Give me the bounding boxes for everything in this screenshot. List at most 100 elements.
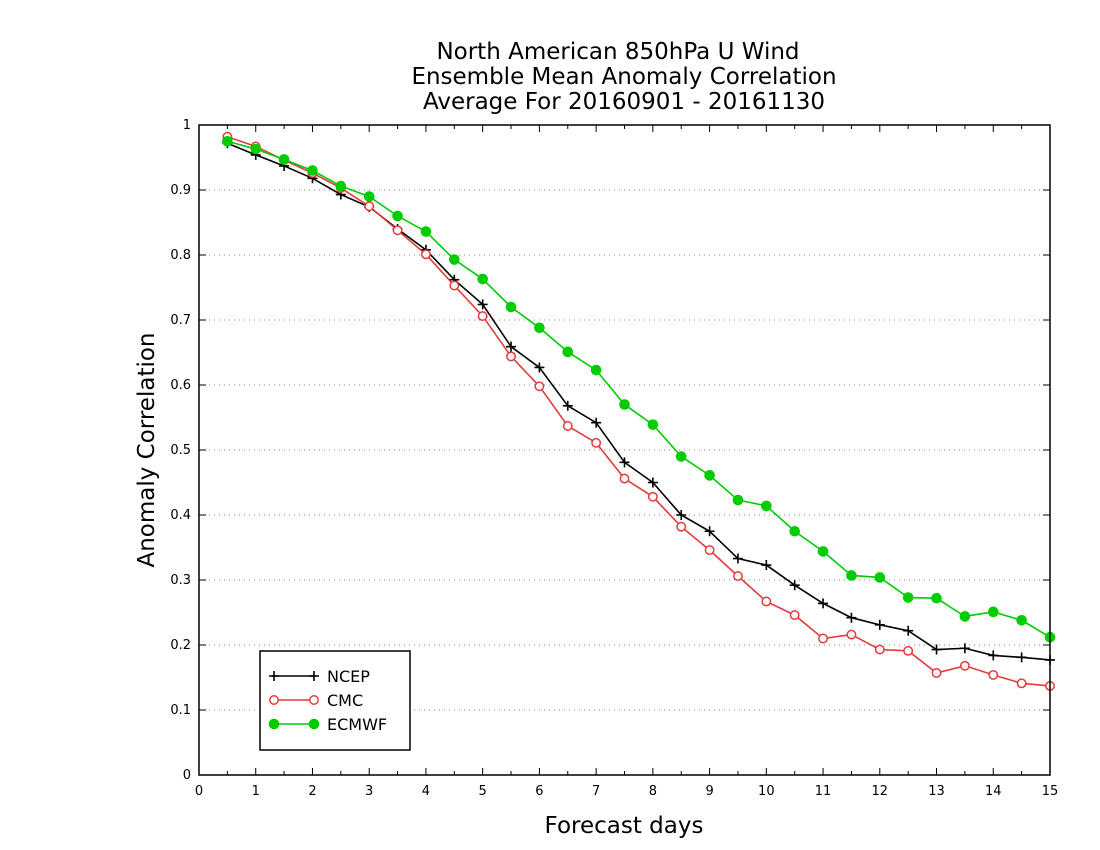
y-tick-label: 0.2 bbox=[170, 638, 191, 653]
data-point-ncep bbox=[704, 526, 715, 537]
x-tick-label: 7 bbox=[592, 784, 600, 799]
data-point-cmc bbox=[647, 491, 658, 502]
data-point-ncep bbox=[676, 510, 687, 520]
data-point-ecmwf bbox=[307, 165, 318, 176]
x-tick-label: 14 bbox=[985, 784, 1002, 799]
y-tick-label: 0.9 bbox=[170, 183, 191, 198]
legend-label-cmc: CMC bbox=[327, 691, 363, 710]
y-tick-label: 0.5 bbox=[170, 443, 191, 458]
data-point-ncep bbox=[477, 299, 488, 310]
data-point-ecmwf bbox=[987, 606, 999, 618]
data-point-ecmwf bbox=[562, 346, 574, 358]
data-point-ncep bbox=[959, 643, 970, 654]
data-point-cmc bbox=[420, 249, 431, 260]
data-point-ncep bbox=[903, 625, 914, 636]
legend-marker-cmc bbox=[269, 695, 279, 705]
data-point-ecmwf bbox=[902, 592, 914, 603]
data-point-ecmwf bbox=[420, 226, 432, 237]
data-point-cmc bbox=[818, 633, 829, 644]
legend-marker-cmc bbox=[309, 695, 319, 705]
data-point-ncep bbox=[562, 400, 573, 411]
x-axis-ticks: 0 1 2 3 4 5 6 7 8 9 10 11 12 13 14 15 bbox=[195, 125, 1058, 799]
chart-title-line-3: Average For 20160901 - 20161130 bbox=[423, 89, 825, 115]
data-point-ncep bbox=[619, 457, 630, 468]
data-point-cmc bbox=[733, 571, 743, 582]
data-point-cmc bbox=[364, 201, 375, 212]
x-tick-label: 6 bbox=[535, 784, 543, 799]
data-point-cmc bbox=[477, 311, 488, 322]
data-point-ecmwf bbox=[278, 154, 290, 165]
y-axis-title: Anomaly Correlation bbox=[134, 332, 160, 567]
data-point-ecmwf bbox=[761, 500, 772, 512]
y-tick-label: 1 bbox=[183, 118, 191, 133]
data-point-ecmwf bbox=[647, 419, 659, 430]
data-point-ecmwf bbox=[675, 451, 687, 462]
data-point-cmc bbox=[761, 596, 772, 607]
data-point-cmc bbox=[392, 225, 403, 236]
legend-marker-ecmwf bbox=[308, 718, 320, 730]
legend-marker-ncep bbox=[309, 671, 319, 681]
data-point-cmc bbox=[449, 280, 460, 291]
legend-label-ecmwf: ECMWF bbox=[327, 715, 387, 734]
data-point-ecmwf bbox=[789, 525, 801, 537]
legend-marker-ncep bbox=[269, 671, 279, 681]
y-tick-label: 0.7 bbox=[170, 313, 191, 328]
series-ecmwf bbox=[222, 135, 1056, 643]
y-tick-label: 0.1 bbox=[170, 703, 191, 718]
data-point-ecmwf bbox=[505, 301, 517, 313]
data-point-cmc bbox=[959, 660, 970, 671]
data-point-cmc bbox=[704, 545, 715, 556]
data-point-ecmwf bbox=[846, 570, 857, 581]
x-tick-label: 1 bbox=[252, 784, 260, 799]
data-point-ncep bbox=[647, 477, 658, 488]
data-point-ncep bbox=[506, 341, 517, 352]
x-tick-label: 12 bbox=[872, 784, 889, 799]
legend-item-ecmwf: ECMWF bbox=[268, 715, 387, 734]
data-point-cmc bbox=[931, 668, 942, 678]
x-tick-label: 8 bbox=[649, 784, 657, 799]
grid-lines bbox=[199, 189, 1050, 711]
data-point-ncep bbox=[534, 362, 545, 373]
data-point-ecmwf bbox=[534, 322, 545, 334]
data-point-cmc bbox=[846, 629, 857, 640]
data-point-cmc bbox=[534, 381, 545, 392]
legend: NCEP CMC ECMWF bbox=[259, 650, 411, 751]
data-point-ncep bbox=[874, 619, 885, 630]
data-point-ncep bbox=[591, 417, 602, 428]
y-axis-ticks: 0 0.1 0.2 0.3 0.4 0.5 0.6 0.7 0.8 0.9 1 bbox=[170, 118, 1050, 783]
data-point-ecmwf bbox=[477, 273, 488, 285]
data-point-ncep bbox=[732, 553, 743, 564]
x-tick-label: 2 bbox=[308, 784, 316, 799]
series-line-cmc bbox=[227, 135, 1051, 687]
data-point-ecmwf bbox=[250, 143, 262, 155]
data-point-ecmwf bbox=[335, 180, 347, 192]
data-point-cmc bbox=[903, 645, 914, 656]
data-point-ecmwf bbox=[590, 364, 602, 376]
data-point-ncep bbox=[789, 580, 800, 591]
plot-frame bbox=[198, 124, 1051, 776]
data-point-ecmwf bbox=[704, 470, 715, 481]
data-point-cmc bbox=[1016, 678, 1027, 689]
data-point-cmc bbox=[506, 351, 516, 362]
data-point-ecmwf bbox=[874, 572, 886, 583]
data-point-ecmwf bbox=[931, 592, 942, 604]
x-tick-label: 4 bbox=[422, 784, 430, 799]
x-tick-label: 11 bbox=[815, 784, 832, 799]
data-point-cmc bbox=[562, 421, 573, 431]
x-axis-title: Forecast days bbox=[545, 813, 704, 839]
data-point-ecmwf bbox=[222, 135, 233, 147]
x-tick-label: 10 bbox=[758, 784, 775, 799]
data-point-ncep bbox=[818, 598, 829, 609]
data-point-ncep bbox=[761, 560, 772, 571]
y-tick-label: 0.8 bbox=[170, 248, 191, 263]
data-series bbox=[222, 131, 1056, 691]
legend-marker-ecmwf bbox=[268, 718, 280, 730]
legend-label-ncep: NCEP bbox=[327, 667, 370, 686]
chart-title-line-1: North American 850hPa U Wind bbox=[436, 39, 799, 65]
data-point-cmc bbox=[676, 521, 687, 532]
data-point-cmc bbox=[874, 644, 885, 655]
x-tick-label: 0 bbox=[195, 784, 203, 799]
chart-title-line-2: Ensemble Mean Anomaly Correlation bbox=[411, 64, 836, 90]
data-point-ncep bbox=[988, 650, 999, 661]
